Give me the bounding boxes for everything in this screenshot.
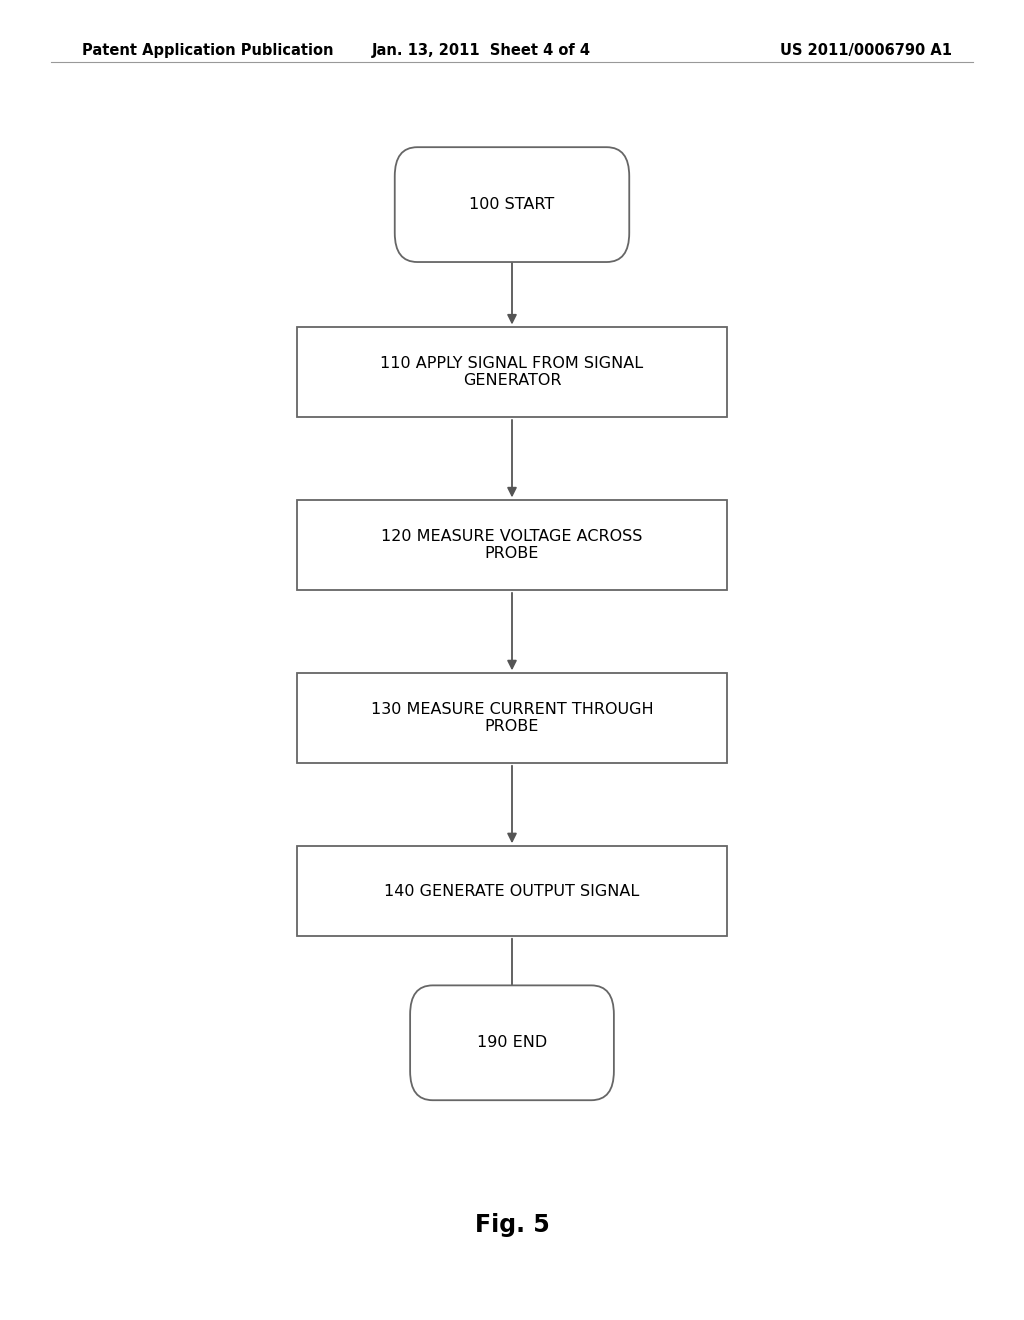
FancyBboxPatch shape <box>297 846 727 936</box>
Text: 190 END: 190 END <box>477 1035 547 1051</box>
FancyBboxPatch shape <box>410 985 613 1101</box>
Text: 130 MEASURE CURRENT THROUGH
PROBE: 130 MEASURE CURRENT THROUGH PROBE <box>371 702 653 734</box>
Text: 140 GENERATE OUTPUT SIGNAL: 140 GENERATE OUTPUT SIGNAL <box>384 883 640 899</box>
FancyBboxPatch shape <box>297 500 727 590</box>
Text: 110 APPLY SIGNAL FROM SIGNAL
GENERATOR: 110 APPLY SIGNAL FROM SIGNAL GENERATOR <box>381 356 643 388</box>
FancyBboxPatch shape <box>297 673 727 763</box>
FancyBboxPatch shape <box>297 327 727 417</box>
Text: US 2011/0006790 A1: US 2011/0006790 A1 <box>780 42 952 58</box>
Text: Patent Application Publication: Patent Application Publication <box>82 42 334 58</box>
Text: 100 START: 100 START <box>469 197 555 213</box>
Text: Jan. 13, 2011  Sheet 4 of 4: Jan. 13, 2011 Sheet 4 of 4 <box>372 42 591 58</box>
Text: 120 MEASURE VOLTAGE ACROSS
PROBE: 120 MEASURE VOLTAGE ACROSS PROBE <box>381 529 643 561</box>
FancyBboxPatch shape <box>394 148 629 261</box>
Text: Fig. 5: Fig. 5 <box>475 1213 549 1237</box>
